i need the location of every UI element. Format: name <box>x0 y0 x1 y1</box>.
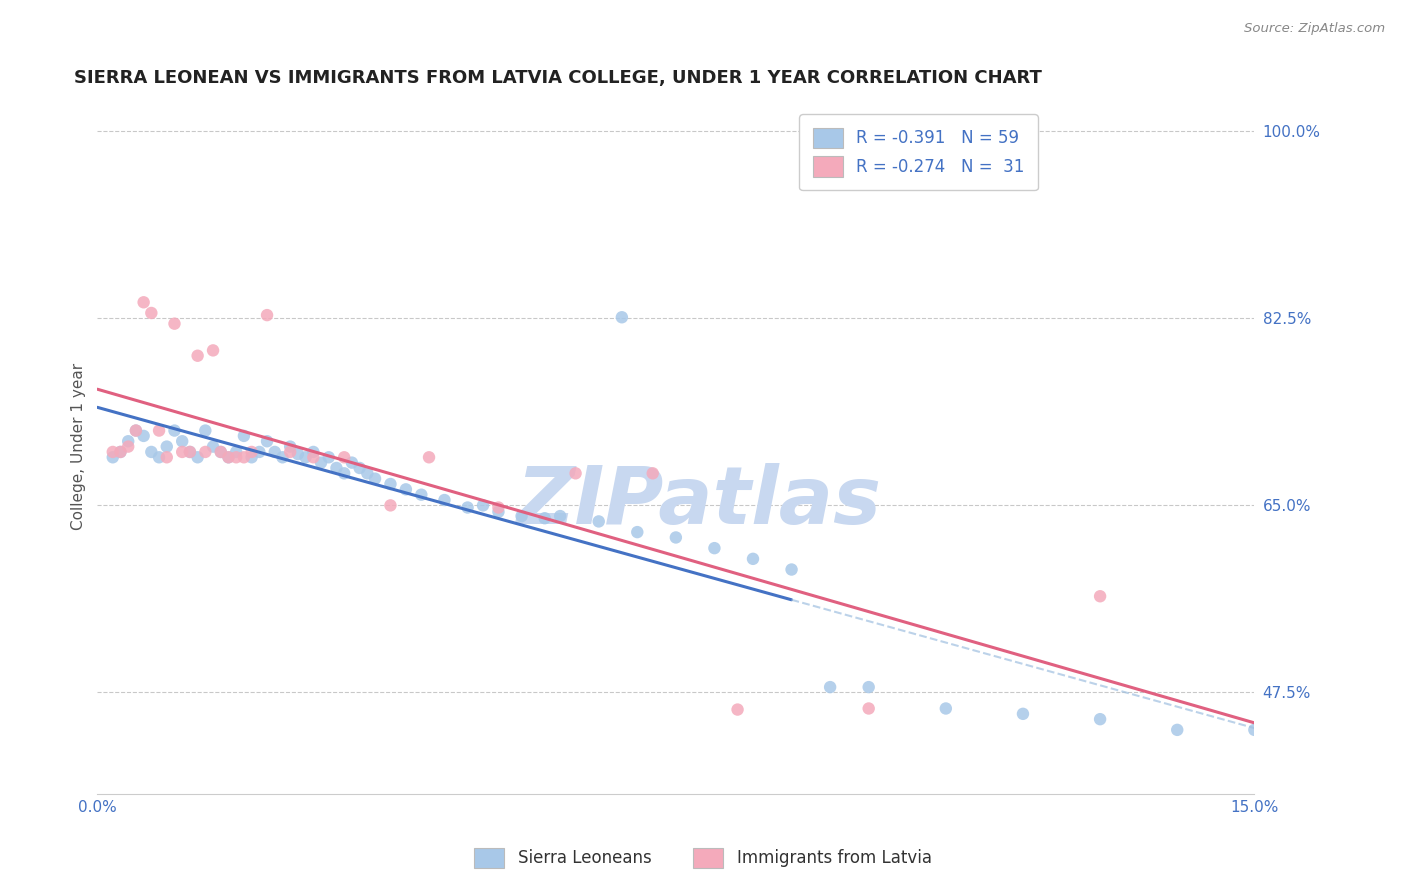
Point <box>433 493 456 508</box>
Point <box>148 424 170 438</box>
Point <box>1088 712 1111 726</box>
Point <box>132 429 155 443</box>
Point <box>256 434 278 449</box>
Point <box>194 445 217 459</box>
Point <box>125 424 148 438</box>
Point <box>318 450 340 465</box>
Point <box>533 511 555 525</box>
Point <box>411 488 433 502</box>
Point <box>256 308 278 322</box>
Point <box>132 295 155 310</box>
Point <box>588 515 610 529</box>
Point <box>1012 706 1035 721</box>
Text: Source: ZipAtlas.com: Source: ZipAtlas.com <box>1244 22 1385 36</box>
Point <box>125 424 148 438</box>
Point <box>727 702 749 716</box>
Point <box>117 434 139 449</box>
Point <box>141 306 163 320</box>
Point <box>610 310 633 325</box>
Point <box>818 680 841 694</box>
Point <box>148 450 170 465</box>
Point <box>101 450 124 465</box>
Point <box>703 541 725 556</box>
Point <box>325 461 347 475</box>
Point <box>488 505 510 519</box>
Point <box>1166 723 1188 737</box>
Point <box>232 450 254 465</box>
Point <box>156 440 179 454</box>
Point <box>287 447 309 461</box>
Point <box>141 445 163 459</box>
Point <box>626 525 648 540</box>
Point <box>179 445 201 459</box>
Point <box>240 450 263 465</box>
Point <box>194 424 217 438</box>
Point <box>395 483 418 497</box>
Point <box>333 467 356 481</box>
Point <box>202 440 225 454</box>
Point <box>548 509 571 524</box>
Point <box>935 701 957 715</box>
Point <box>294 450 316 465</box>
Point <box>488 500 510 515</box>
Point <box>263 445 285 459</box>
Point <box>247 445 270 459</box>
Text: ZIPatlas: ZIPatlas <box>516 463 882 541</box>
Point <box>349 461 371 475</box>
Point <box>163 424 186 438</box>
Point <box>225 450 247 465</box>
Point <box>742 551 765 566</box>
Point <box>780 562 803 576</box>
Point <box>858 680 880 694</box>
Point <box>179 445 201 459</box>
Point <box>110 445 132 459</box>
Legend: R = -0.391   N = 59, R = -0.274   N =  31: R = -0.391 N = 59, R = -0.274 N = 31 <box>800 114 1038 190</box>
Point <box>510 509 533 524</box>
Point <box>240 445 263 459</box>
Point <box>333 450 356 465</box>
Point <box>1088 589 1111 603</box>
Point <box>364 472 387 486</box>
Point <box>232 429 254 443</box>
Point <box>278 440 301 454</box>
Point <box>218 450 240 465</box>
Point <box>309 456 332 470</box>
Point <box>218 450 240 465</box>
Y-axis label: College, Under 1 year: College, Under 1 year <box>72 363 86 530</box>
Point <box>110 445 132 459</box>
Point <box>380 477 402 491</box>
Point <box>271 450 294 465</box>
Point <box>564 467 586 481</box>
Point <box>163 317 186 331</box>
Point <box>202 343 225 358</box>
Legend: Sierra Leoneans, Immigrants from Latvia: Sierra Leoneans, Immigrants from Latvia <box>468 841 938 875</box>
Text: SIERRA LEONEAN VS IMMIGRANTS FROM LATVIA COLLEGE, UNDER 1 YEAR CORRELATION CHART: SIERRA LEONEAN VS IMMIGRANTS FROM LATVIA… <box>75 69 1042 87</box>
Point <box>117 440 139 454</box>
Point <box>187 450 209 465</box>
Point <box>356 467 378 481</box>
Point <box>418 450 440 465</box>
Point <box>457 500 479 515</box>
Point <box>225 445 247 459</box>
Point <box>665 531 688 545</box>
Point <box>1243 723 1265 737</box>
Point <box>641 467 664 481</box>
Point <box>380 499 402 513</box>
Point <box>472 499 495 513</box>
Point <box>156 450 179 465</box>
Point <box>209 445 232 459</box>
Point <box>302 450 325 465</box>
Point <box>187 349 209 363</box>
Point <box>302 445 325 459</box>
Point <box>858 701 880 715</box>
Point <box>209 445 232 459</box>
Point <box>172 434 194 449</box>
Point <box>278 445 301 459</box>
Point <box>101 445 124 459</box>
Point <box>340 456 363 470</box>
Point <box>172 445 194 459</box>
